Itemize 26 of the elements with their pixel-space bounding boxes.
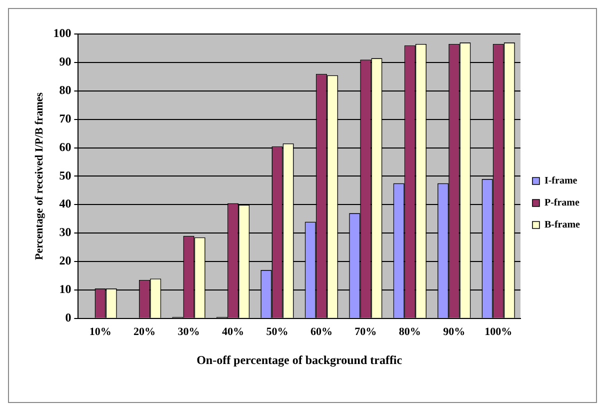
- x-tick-label: 40%: [222, 326, 244, 338]
- x-tick-label: 30%: [178, 326, 200, 338]
- x-tick-label: 60%: [310, 326, 332, 338]
- y-tick-label: 30: [59, 225, 72, 240]
- y-tick-label: 10: [59, 282, 72, 296]
- x-tick-label: 70%: [354, 326, 377, 338]
- y-tick-label: 0: [65, 310, 72, 324]
- y-tick-label: 20: [59, 254, 72, 268]
- y-axis-title: Percentage of received I/P/B frames: [33, 92, 46, 260]
- legend-label: P-frame: [544, 198, 580, 209]
- y-tick-label: 60: [59, 140, 72, 154]
- x-tick-label: 100%: [484, 326, 512, 338]
- legend-label: I-frame: [544, 176, 578, 187]
- y-tick-label: 90: [59, 54, 72, 69]
- y-tick-label: 40: [59, 196, 72, 211]
- y-tick-label: 70: [59, 111, 72, 126]
- x-tick-label: 80%: [398, 326, 421, 338]
- x-axis-title: On-off percentage of background traffic: [196, 352, 403, 367]
- y-tick-label: 50: [59, 168, 72, 182]
- x-tick-label: 20%: [134, 326, 156, 338]
- legend-label: B-frame: [544, 220, 581, 231]
- x-tick-label: 10%: [89, 326, 112, 338]
- x-tick-label: 90%: [443, 326, 466, 338]
- x-tick-label: 50%: [266, 326, 288, 338]
- y-tick-label: 100: [53, 26, 72, 40]
- y-tick-label: 80: [59, 82, 72, 97]
